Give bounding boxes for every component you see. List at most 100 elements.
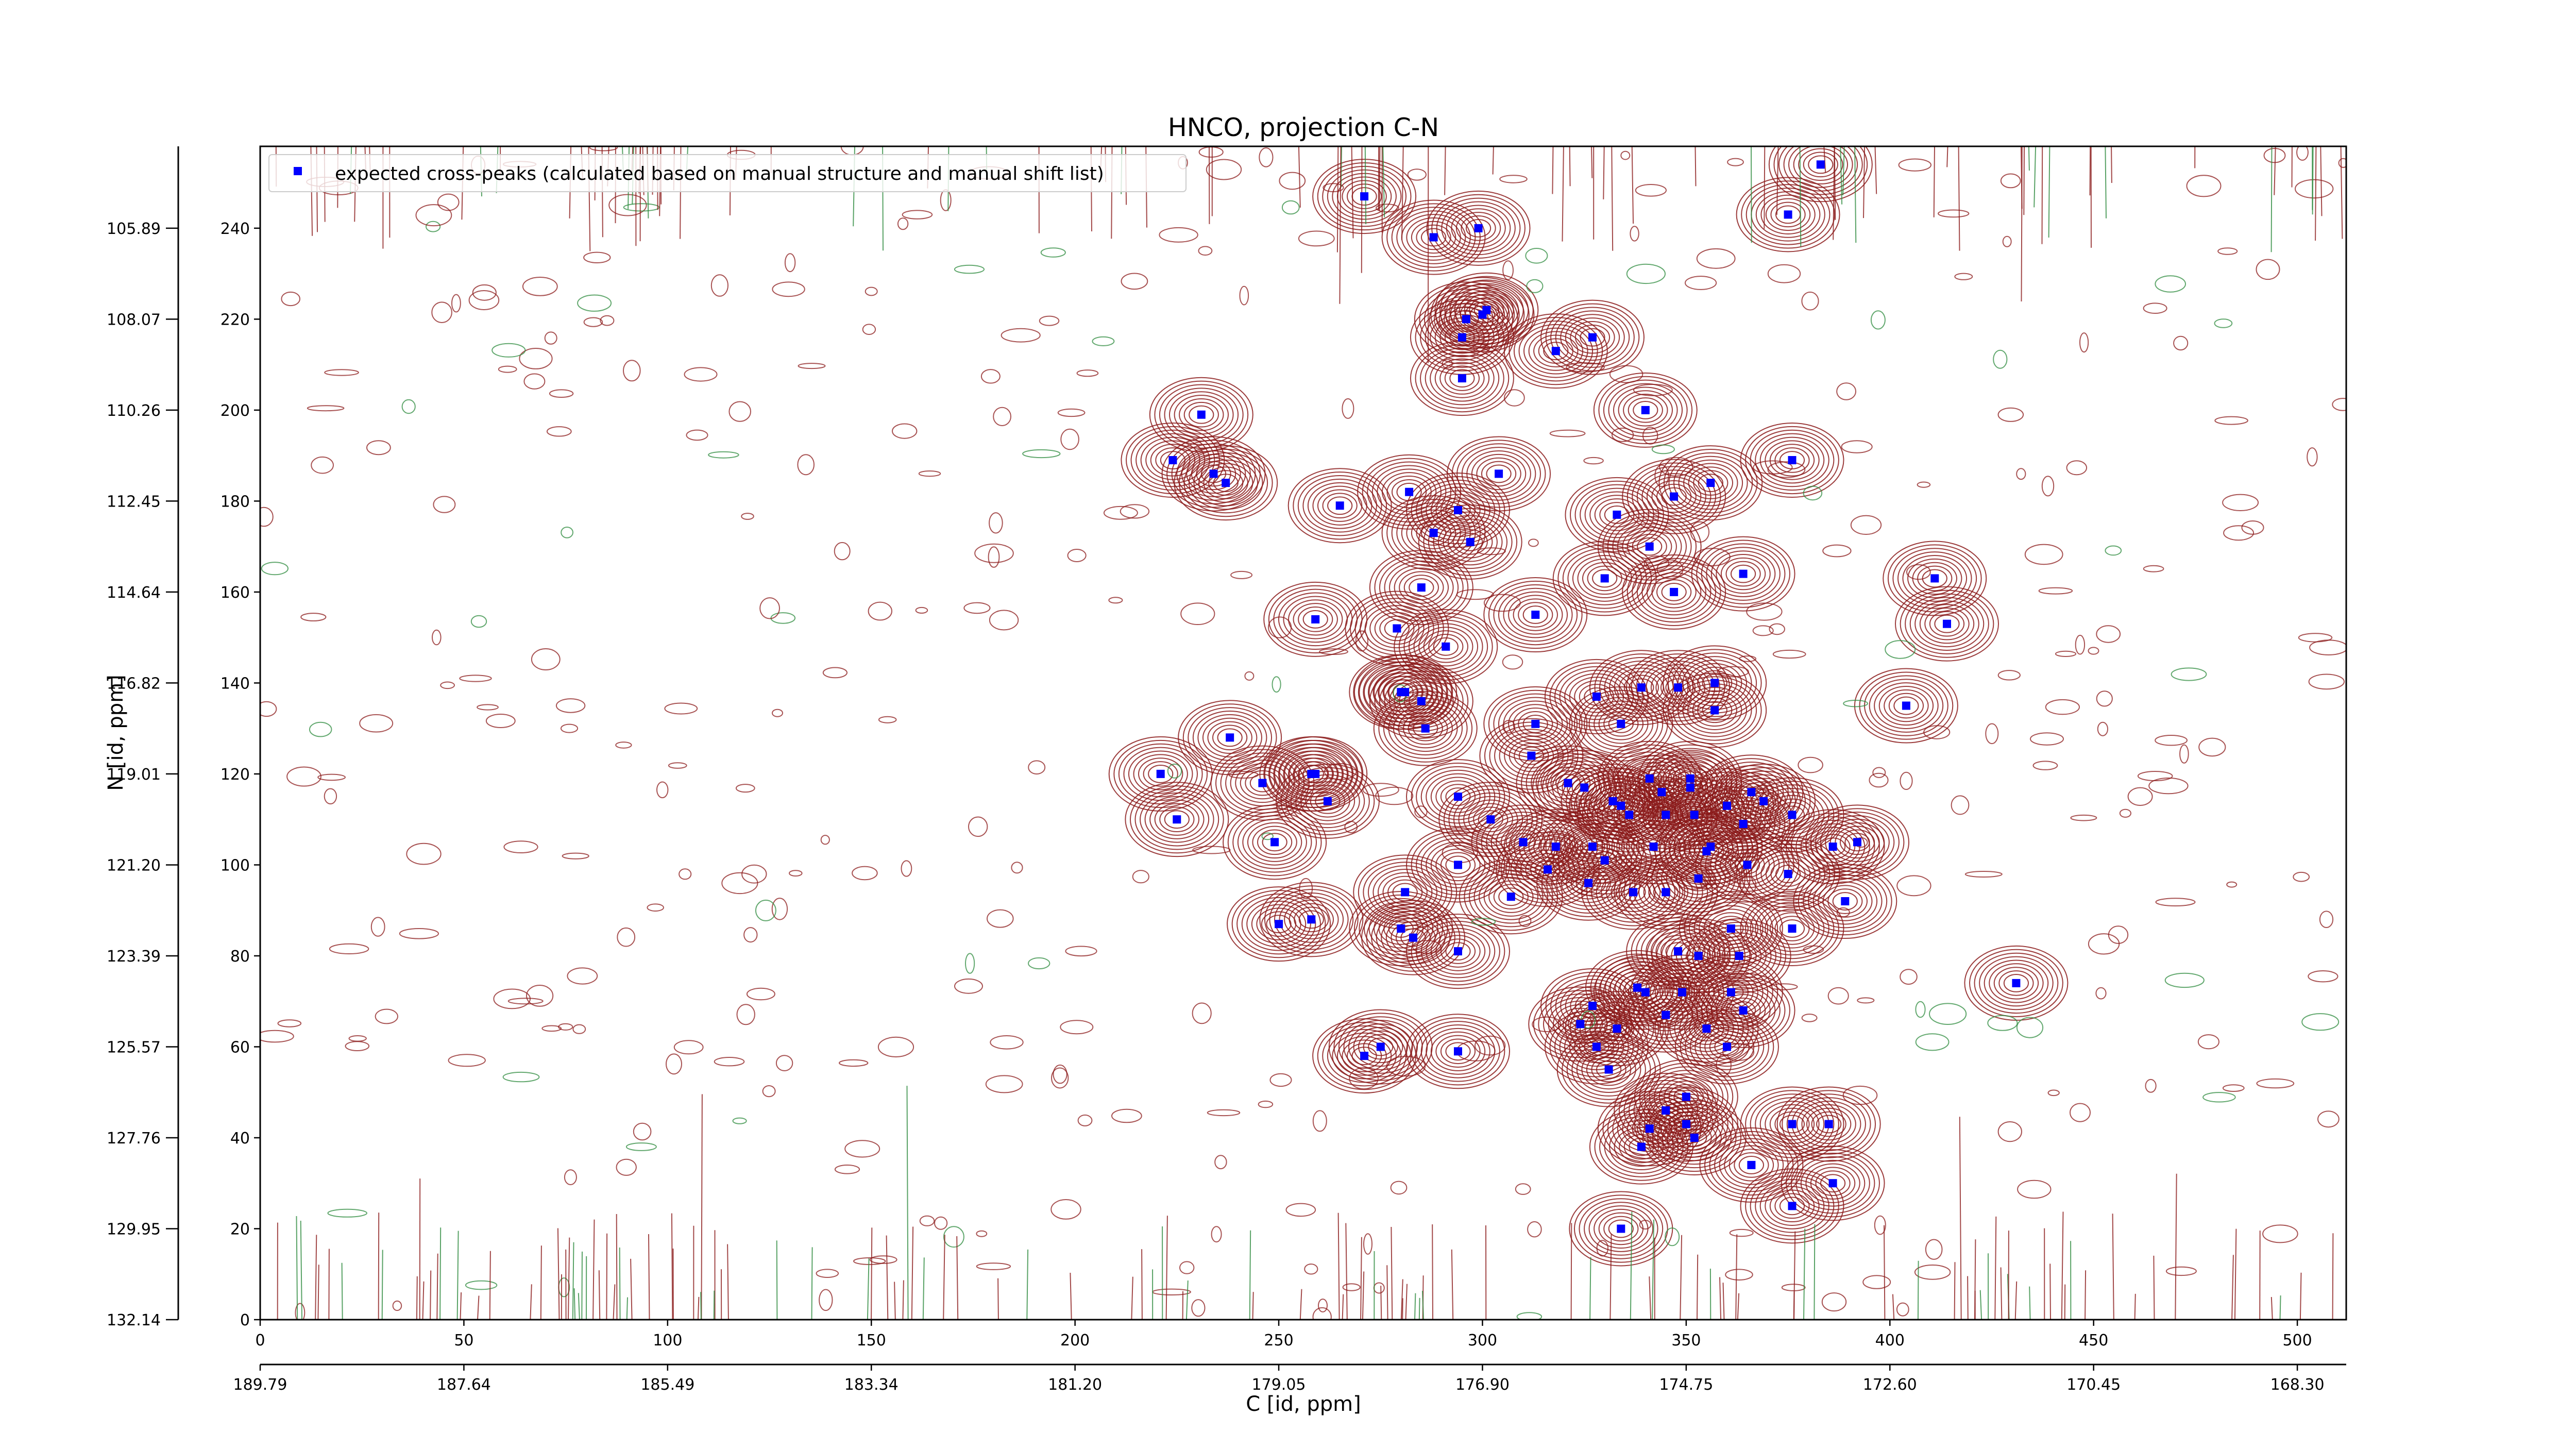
contour-ring — [1327, 169, 1402, 224]
noise-contour — [1836, 907, 1850, 918]
contour-ring — [1227, 808, 1322, 877]
noise-contour — [2016, 468, 2026, 480]
contour-ring — [1574, 484, 1659, 546]
ppm-y-tick-label: 123.39 — [107, 948, 161, 966]
noise-contour — [1885, 640, 1916, 659]
contour-ring — [1618, 858, 1713, 926]
noise-contour — [300, 613, 327, 621]
contour-ring — [1406, 827, 1511, 903]
cross-peak-marker — [1784, 210, 1792, 219]
cross-peak-marker — [1401, 888, 1410, 897]
cross-peak-marker — [1723, 1042, 1731, 1051]
noise-contour — [989, 512, 1003, 534]
contour-ring — [1637, 537, 1663, 556]
cross-peak-marker — [1335, 501, 1344, 510]
contour-ring — [1559, 1020, 1634, 1074]
contour-ring — [1599, 1116, 1684, 1177]
noise-contour — [772, 281, 805, 297]
cross-peak-marker — [1376, 1042, 1385, 1051]
ridge-artifact — [1402, 1298, 1403, 1320]
contour-ring — [1598, 376, 1693, 444]
y-tick-label: 100 — [221, 856, 250, 874]
contour-ring — [1641, 568, 1706, 616]
ridge-artifact — [2270, 1296, 2273, 1320]
contour-ring — [1269, 889, 1354, 950]
contour-ring — [1623, 1080, 1708, 1141]
contour-ring — [1391, 921, 1436, 954]
contour-ring — [1378, 694, 1473, 763]
ridge-artifact — [1591, 146, 1593, 178]
contour-ring — [1518, 602, 1553, 628]
noise-contour — [493, 988, 531, 1009]
noise-contour — [1727, 158, 1744, 166]
noise-contour — [406, 843, 442, 865]
contour-ring — [1779, 919, 1805, 938]
contour-ring — [1657, 1110, 1732, 1165]
contour-ring — [1776, 1086, 1881, 1162]
noise-contour — [1475, 1035, 1506, 1056]
cross-peak-marker — [1617, 801, 1625, 810]
x-tick-label: 250 — [1264, 1332, 1293, 1350]
contour-ring — [1689, 1020, 1765, 1074]
cross-peak-marker — [1531, 719, 1540, 728]
cross-peak-marker — [1592, 1042, 1601, 1051]
ridge-artifact — [1764, 146, 1766, 229]
contour-ring — [1198, 463, 1253, 503]
noise-contour — [1028, 760, 1046, 774]
noise-contour — [710, 274, 729, 297]
ridge-artifact — [906, 1086, 909, 1320]
contour-ring — [1656, 848, 1741, 909]
ridge-artifact — [1630, 1211, 1633, 1320]
contour-ring — [1694, 1023, 1759, 1070]
contour-ring — [1782, 1090, 1876, 1158]
noise-contour — [656, 781, 669, 799]
contour-ring — [1648, 879, 1684, 905]
cross-peak-marker — [1486, 815, 1495, 824]
cross-peak-marker — [1495, 469, 1503, 478]
cross-peak-marker — [1706, 843, 1715, 851]
contour-ring — [1581, 1049, 1636, 1090]
contour-ring — [1900, 589, 1994, 658]
ridge-artifact — [1892, 1294, 1895, 1320]
ridge-artifact — [1382, 146, 1385, 217]
cross-peak-marker — [1551, 843, 1560, 851]
contour-ring — [1993, 967, 2039, 1000]
contour-ring — [1570, 870, 1606, 896]
contour-ring — [1486, 464, 1512, 483]
noise-contour — [375, 1008, 398, 1024]
ridge-artifact — [477, 1295, 480, 1320]
ridge-artifact — [296, 1216, 298, 1320]
contour-ring — [1820, 1174, 1846, 1193]
contour-ring — [1579, 1198, 1664, 1259]
contour-ring — [1676, 1125, 1712, 1151]
noise-contour — [1022, 449, 1061, 459]
contour-ring — [1488, 880, 1534, 913]
cross-peak-marker — [1197, 410, 1206, 419]
noise-contour — [1659, 457, 1693, 477]
cross-peak-marker — [1393, 624, 1401, 633]
contour-ring — [1434, 358, 1490, 398]
noise-contour — [260, 507, 274, 527]
cross-peak-marker — [1723, 801, 1731, 810]
noise-contour — [1769, 623, 1785, 635]
noise-contour — [1685, 276, 1717, 290]
noise-contour — [503, 840, 538, 853]
ridge-artifact — [2061, 1211, 2064, 1320]
legend-box — [268, 154, 1187, 192]
cross-peak-marker — [1209, 469, 1218, 478]
noise-contour — [2145, 1079, 2157, 1093]
contour-ring — [1786, 1093, 1871, 1155]
ridge-artifact — [2134, 1293, 2136, 1320]
contour-ring — [1579, 693, 1664, 755]
cross-peak-marker — [1690, 811, 1699, 819]
noise-contour — [1211, 1226, 1222, 1243]
noise-contour — [2137, 771, 2173, 781]
noise-contour — [1874, 1215, 1886, 1235]
cross-peak-marker — [1662, 1010, 1670, 1019]
contour-ring — [1154, 803, 1200, 836]
cross-peak-marker — [1633, 983, 1641, 992]
contour-ring — [1415, 303, 1510, 372]
contour-ring — [1573, 689, 1668, 758]
contour-ring — [1444, 324, 1480, 350]
cross-peak-marker — [1706, 479, 1715, 487]
